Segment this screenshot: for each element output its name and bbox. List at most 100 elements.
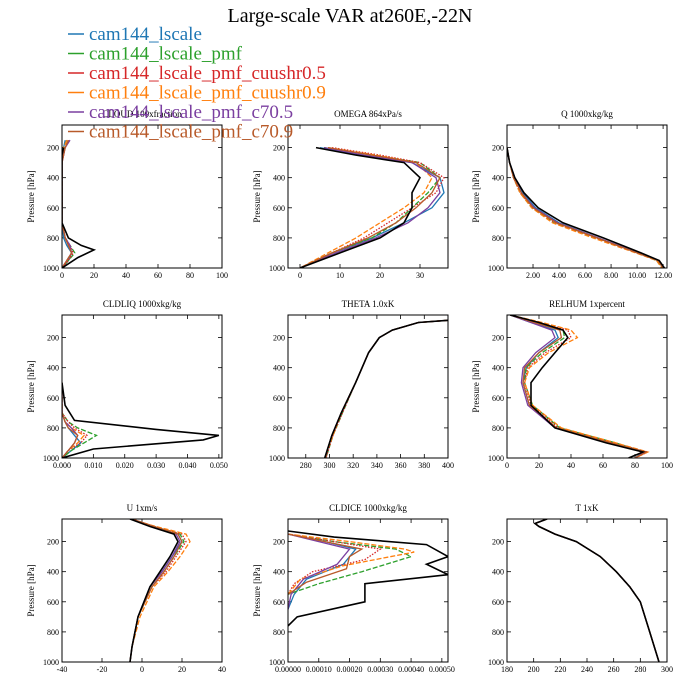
y-tick-label: 1000 <box>488 264 504 273</box>
series-line-6 <box>510 315 648 458</box>
y-axis-label: Pressure [hPa] <box>26 170 36 222</box>
series-line-4 <box>299 146 433 268</box>
series-line-3 <box>510 315 650 458</box>
y-tick-label: 600 <box>492 598 504 607</box>
panel-title: THETA 1.0xK <box>342 299 395 309</box>
series-line-2 <box>288 533 413 595</box>
series-line-7 <box>288 530 448 627</box>
y-tick-label: 200 <box>492 144 504 153</box>
y-tick-label: 400 <box>273 568 285 577</box>
series-line-7 <box>62 147 97 268</box>
plot-frame <box>506 314 668 459</box>
y-tick-label: 800 <box>492 424 504 433</box>
series-line-5 <box>288 533 351 610</box>
series-line-4 <box>533 519 660 662</box>
plot-frame <box>287 518 449 663</box>
series-line-6 <box>533 519 660 662</box>
y-tick-label: 600 <box>47 598 59 607</box>
y-tick-label: 800 <box>47 424 59 433</box>
series-line-4 <box>288 533 415 595</box>
series-line-2 <box>533 519 660 662</box>
plot-frame <box>61 314 223 459</box>
x-tick-label: 0.00050 <box>429 665 455 674</box>
y-tick-label: 400 <box>47 174 59 183</box>
series-line-6 <box>299 146 441 268</box>
legend-entry: cam144_lscale <box>89 24 202 45</box>
y-tick-label: 600 <box>273 394 285 403</box>
y-tick-label: 1000 <box>269 658 285 667</box>
x-tick-label: 4.00 <box>552 271 566 280</box>
legend-entry: cam144_lscale_pmf_c70.5 <box>89 102 293 123</box>
legend-entry: cam144_lscale_pmf_cuushr0.9 <box>89 83 326 104</box>
x-tick-label: 180 <box>501 665 513 674</box>
series-line-7 <box>62 382 220 458</box>
y-axis-label: Pressure [hPa] <box>471 360 481 412</box>
plot-frame <box>287 314 449 459</box>
y-axis-label: Pressure [hPa] <box>471 170 481 222</box>
y-tick-label: 800 <box>47 234 59 243</box>
y-tick-label: 200 <box>273 144 285 153</box>
series-line-2 <box>129 519 185 662</box>
x-tick-label: 280 <box>300 461 312 470</box>
x-tick-label: 80 <box>631 461 639 470</box>
y-tick-label: 600 <box>273 598 285 607</box>
series-line-3 <box>299 146 445 268</box>
y-tick-label: 200 <box>273 334 285 343</box>
x-tick-label: 20 <box>376 271 384 280</box>
y-tick-label: 800 <box>47 628 59 637</box>
series-line-3 <box>325 319 448 458</box>
legend-entry: cam144_lscale_pmf_c70.9 <box>89 122 293 143</box>
y-tick-label: 1000 <box>488 454 504 463</box>
y-axis-label: Pressure [hPa] <box>26 360 36 412</box>
legend: cam144_lscalecam144_lscale_pmfcam144_lsc… <box>68 24 326 143</box>
panel-8: CLDICE 1000xkg/kg Pressure [hPa] 200 400 600… <box>252 503 455 674</box>
y-tick-label: 1000 <box>269 454 285 463</box>
series-line-5 <box>325 319 448 458</box>
series-line-5 <box>299 146 441 268</box>
x-tick-label: 360 <box>395 461 407 470</box>
y-tick-label: 600 <box>273 204 285 213</box>
panel-title: CLDICE 1000xkg/kg <box>329 503 407 513</box>
y-tick-label: 400 <box>273 174 285 183</box>
x-tick-label: 30 <box>416 271 424 280</box>
series-line-1 <box>325 319 448 458</box>
panel-title: T 1xK <box>575 503 599 513</box>
y-tick-label: 400 <box>273 364 285 373</box>
series-line-6 <box>62 139 73 268</box>
series-line-2 <box>325 319 448 458</box>
panel-title: CLDLIQ 1000xkg/kg <box>103 299 182 309</box>
panel-title: Q 1000xkg/kg <box>561 109 613 119</box>
y-tick-label: 600 <box>492 394 504 403</box>
series-line-5 <box>507 147 665 268</box>
x-tick-label: 260 <box>608 665 620 674</box>
series-line-7 <box>129 519 179 662</box>
y-tick-label: 1000 <box>43 264 59 273</box>
x-tick-label: 0.020 <box>116 461 134 470</box>
x-tick-label: 0.00020 <box>337 665 363 674</box>
y-tick-label: 1000 <box>488 658 504 667</box>
y-tick-label: 600 <box>492 204 504 213</box>
series-line-6 <box>507 147 664 268</box>
x-tick-label: 0.00040 <box>398 665 424 674</box>
x-tick-label: 10.00 <box>628 271 646 280</box>
series-line-4 <box>507 147 663 268</box>
series-group <box>288 530 448 627</box>
x-tick-label: -20 <box>97 665 108 674</box>
panel-title: RELHUM 1xpercent <box>549 299 625 309</box>
x-tick-label: 40 <box>567 461 575 470</box>
series-line-1 <box>129 519 183 662</box>
x-tick-label: 0 <box>298 271 302 280</box>
x-tick-label: 20 <box>535 461 543 470</box>
series-line-5 <box>129 519 181 662</box>
x-tick-label: 40 <box>122 271 130 280</box>
x-tick-label: 0.010 <box>84 461 102 470</box>
y-tick-label: 200 <box>273 538 285 547</box>
panel-title: OMEGA 864xPa/s <box>334 109 402 119</box>
series-line-6 <box>62 382 79 458</box>
series-line-2 <box>507 147 663 268</box>
series-group <box>323 319 448 458</box>
x-tick-label: 0.00010 <box>306 665 332 674</box>
